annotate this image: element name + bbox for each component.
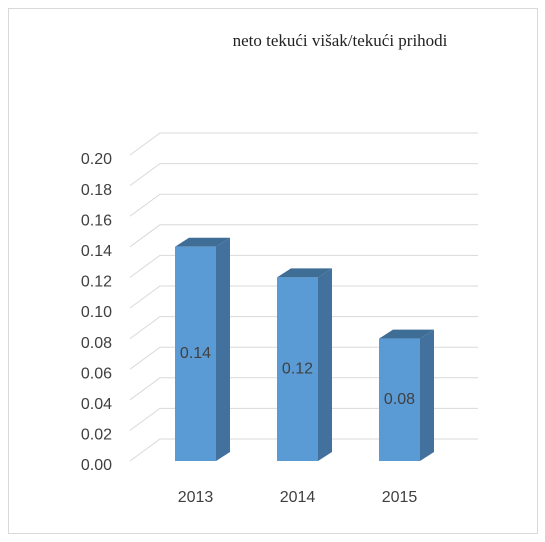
bar-top — [175, 237, 230, 247]
y-tick-label: 0.14 — [81, 243, 112, 260]
y-tick-label: 0.08 — [81, 335, 112, 352]
grid-line — [129, 163, 478, 187]
grid-line — [129, 316, 478, 340]
y-tick-label: 0.06 — [81, 365, 112, 382]
bar-top — [379, 329, 434, 339]
grid-line — [129, 193, 478, 217]
grid-line — [129, 377, 478, 401]
y-tick-label: 0.00 — [81, 457, 112, 474]
y-tick-label: 0.02 — [81, 427, 112, 444]
grid-line — [129, 254, 478, 278]
bar-side — [216, 237, 230, 461]
grid-line — [129, 132, 478, 156]
bar-front — [175, 246, 216, 461]
grid-line — [129, 407, 478, 431]
value-label: 0.12 — [282, 360, 313, 377]
grid-line — [129, 346, 478, 370]
chart-title: neto tekući višak/tekući prihodi — [233, 31, 448, 50]
bar-top — [277, 268, 332, 278]
y-tick-label: 0.10 — [81, 304, 112, 321]
grid-line — [129, 224, 478, 248]
grid-line — [129, 285, 478, 309]
bar — [379, 329, 434, 461]
x-tick-label: 2013 — [178, 489, 214, 506]
x-tick-label: 2015 — [382, 489, 418, 506]
bar-front — [277, 277, 318, 461]
bar-side — [318, 268, 332, 461]
grid-line — [129, 438, 478, 462]
y-tick-label: 0.12 — [81, 274, 112, 291]
y-tick-label: 0.18 — [81, 182, 112, 199]
value-label: 0.14 — [180, 345, 211, 362]
y-tick-label: 0.16 — [81, 212, 112, 229]
bar — [277, 268, 332, 461]
y-tick-label: 0.20 — [81, 151, 112, 168]
y-tick-label: 0.04 — [81, 396, 112, 413]
bar-front — [379, 338, 420, 461]
value-label: 0.08 — [384, 391, 415, 408]
x-tick-label: 2014 — [280, 489, 316, 506]
bar-side — [420, 329, 434, 461]
bar — [175, 237, 230, 461]
chart-border — [8, 8, 538, 534]
